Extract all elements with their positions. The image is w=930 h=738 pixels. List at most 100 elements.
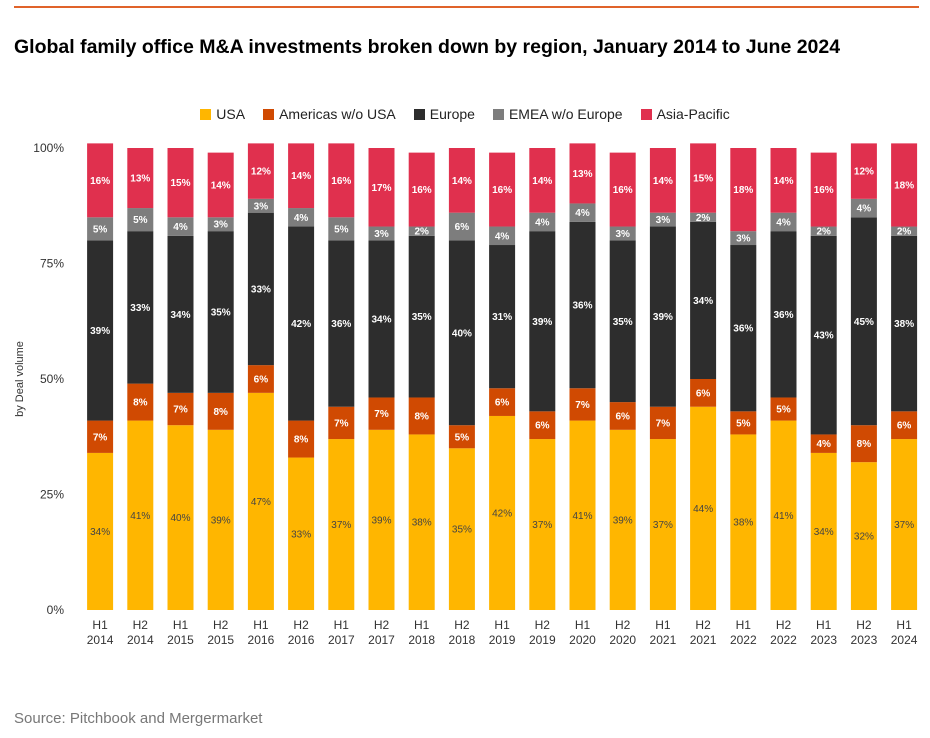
x-tick-label: H1 [816,618,832,632]
bar-segment-europe [730,245,757,412]
x-tick-label: H2 [615,618,631,632]
x-tick-label: H2 [293,618,309,632]
bar-segment-asia-pacific [207,152,234,218]
bar-segment-asia-pacific [288,143,315,209]
x-tick-label: H1 [334,618,350,632]
data-label: 8% [414,411,429,422]
data-label: 2% [414,227,429,238]
data-label: 6% [897,421,912,432]
bar-segment-asia-pacific [730,148,757,232]
bar-segment-americas-w-o-usa [730,411,757,435]
bar-segment-europe [489,245,516,389]
source-note: Source: Pitchbook and Mergermarket [14,710,263,727]
data-label: 8% [294,435,309,446]
data-label: 36% [572,301,592,312]
legend-swatch [200,108,212,120]
bar-segment-americas-w-o-usa [87,420,114,453]
bar-segment-emea-w-o-europe [207,217,234,232]
bar-segment-asia-pacific [328,143,355,218]
bar-segment-americas-w-o-usa [649,406,676,440]
bar-segment-europe [448,240,475,426]
bar-segment-usa [850,462,877,610]
data-label: 3% [213,220,228,231]
x-tick-label: 2019 [529,633,556,647]
bar-segment-americas-w-o-usa [690,379,717,407]
x-tick-label: 2020 [609,633,636,647]
bar-segment-asia-pacific [810,152,837,227]
data-label: 35% [412,312,432,323]
y-tick-label: 100% [33,141,64,155]
bar-segment-asia-pacific [850,143,877,199]
data-label: 40% [452,328,472,339]
bar-segment-emea-w-o-europe [770,212,797,232]
x-tick-label: 2021 [690,633,717,647]
bar-segment-europe [569,221,596,389]
bar-segment-emea-w-o-europe [368,226,395,241]
data-label: 18% [733,185,753,196]
y-tick-label: 75% [40,257,64,271]
data-label: 6% [455,222,470,233]
bar-segment-emea-w-o-europe [167,217,194,236]
data-label: 4% [857,204,872,215]
bar-segment-usa [328,439,355,610]
data-label: 37% [331,520,351,531]
data-label: 3% [374,229,389,240]
bar-segment-europe [690,221,717,379]
bar-segment-emea-w-o-europe [127,208,154,232]
data-label: 4% [495,231,510,242]
bar-segment-europe [529,231,556,412]
bar-segment-emea-w-o-europe [328,217,355,241]
data-label: 5% [93,224,108,235]
x-tick-label: H1 [655,618,671,632]
data-label: 3% [254,201,269,212]
bar-segment-emea-w-o-europe [850,198,877,218]
x-tick-label: H1 [92,618,108,632]
bar-segment-asia-pacific [127,148,154,209]
bar-segment-americas-w-o-usa [167,392,194,426]
data-label: 4% [816,439,831,450]
bar-segment-emea-w-o-europe [609,226,636,241]
legend-label: Europe [429,106,475,122]
data-label: 35% [613,317,633,328]
data-label: 8% [213,407,228,418]
bar-segment-americas-w-o-usa [529,411,556,440]
x-tick-label: H2 [374,618,390,632]
data-label: 44% [693,504,713,515]
bar-segment-emea-w-o-europe [569,203,596,222]
data-label: 7% [93,432,108,443]
legend-item-emea-w-o-europe: EMEA w/o Europe [492,106,623,122]
data-label: 4% [173,222,188,233]
bar-segment-europe [328,240,355,407]
data-label: 6% [615,411,630,422]
data-label: 8% [857,439,872,450]
data-label: 36% [733,324,753,335]
data-label: 3% [615,229,630,240]
data-label: 12% [854,167,874,178]
bar-segment-americas-w-o-usa [891,411,918,440]
bar-segment-usa [247,392,274,610]
y-tick-label: 0% [47,603,65,617]
data-label: 38% [733,518,753,529]
legend-item-usa: USA [200,106,245,122]
legend-item-americas-w-o-usa: Americas w/o USA [263,106,396,122]
bar-segment-emea-w-o-europe [87,217,114,241]
data-label: 33% [251,284,271,295]
bar-segment-usa [288,457,315,610]
data-label: 4% [575,208,590,219]
bar-segment-usa [690,406,717,610]
data-label: 7% [656,418,671,429]
data-label: 37% [653,520,673,531]
data-label: 13% [130,174,150,185]
data-label: 34% [371,314,391,325]
data-label: 39% [371,515,391,526]
bar-segment-usa [569,420,596,610]
bar-segment-europe [127,231,154,384]
data-label: 14% [532,176,552,187]
stacked-bar-chart: 0% 25% 50% 75% 100% by Deal volume 34% 7% 39% 5% 1… [14,141,918,647]
bar-segment-usa [368,429,395,610]
bar-segment-emea-w-o-europe [649,212,676,227]
bar-segment-usa [408,434,435,610]
data-label: 7% [575,400,590,411]
x-tick-label: 2024 [891,633,918,647]
bar-segment-asia-pacific [448,148,475,213]
